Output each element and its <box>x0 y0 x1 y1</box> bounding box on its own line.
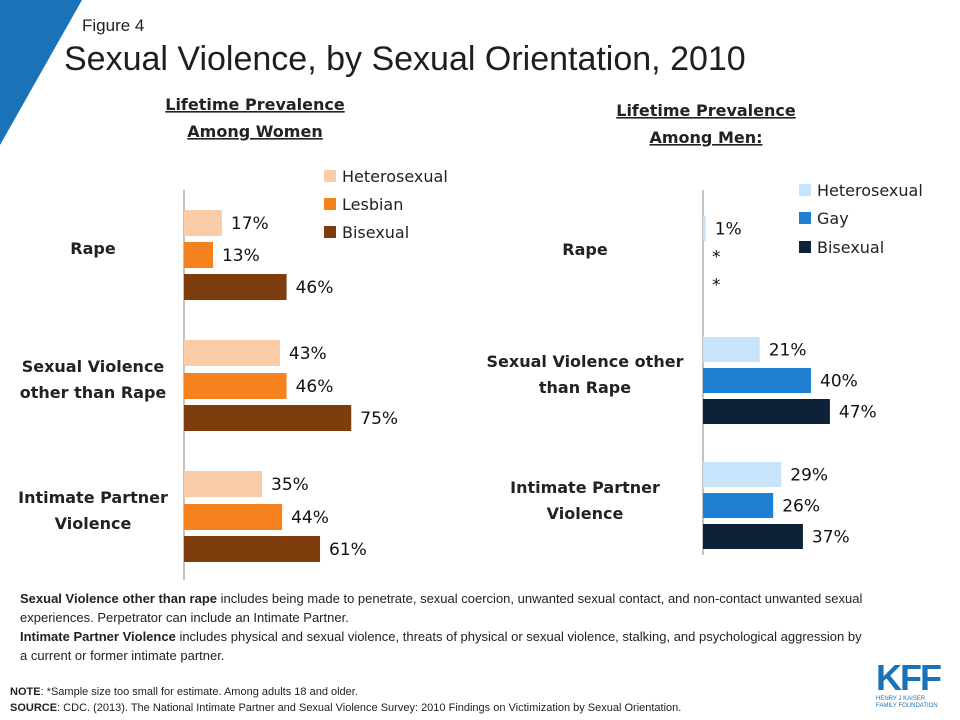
women-bar-lesbian <box>184 504 283 530</box>
women-bar-heterosexual <box>184 471 263 497</box>
notes: NOTE: *Sample size too small for estimat… <box>10 684 870 716</box>
women-bar-bisexual <box>184 405 352 431</box>
kff-logo-line2: FAMILY FOUNDATION <box>876 703 938 709</box>
men-category-label: than Rape <box>539 378 631 397</box>
men-bar-heterosexual <box>703 337 760 362</box>
men-subtitle-line: Among Men: <box>649 128 762 147</box>
women-legend-label: Lesbian <box>342 195 403 214</box>
men-bar-heterosexual <box>703 216 706 241</box>
women-category-label: Intimate Partner <box>18 488 168 507</box>
men-legend-label: Gay <box>817 209 849 228</box>
women-category-label: Violence <box>55 514 132 533</box>
men-legend-swatch <box>799 212 811 224</box>
men-bar-gay <box>703 368 811 393</box>
women-bar-bisexual <box>184 274 287 300</box>
women-data-label: 75% <box>360 409 398 429</box>
men-data-label: 37% <box>812 528 850 548</box>
women-legend-swatch <box>324 170 336 182</box>
women-data-label: 17% <box>231 214 269 234</box>
men-data-label: 1% <box>715 220 742 240</box>
women-data-label: 46% <box>296 278 334 298</box>
figure-label: Figure 4 <box>82 16 145 35</box>
women-data-label: 46% <box>296 377 334 397</box>
men-data-label: * <box>712 276 721 296</box>
corner-triangle <box>0 0 82 145</box>
men-bar-bisexual <box>703 399 830 424</box>
men-bar-bisexual <box>703 524 803 549</box>
men-legend-swatch <box>799 184 811 196</box>
men-category-label: Rape <box>562 240 608 259</box>
women-data-label: 35% <box>271 475 309 495</box>
source-text: : CDC. (2013). The National Intimate Par… <box>57 702 682 714</box>
definition-term: Intimate Partner Violence <box>20 629 176 644</box>
women-bar-lesbian <box>184 242 213 268</box>
note-label: NOTE <box>10 686 41 698</box>
women-legend-swatch <box>324 198 336 210</box>
definition-ipv: Intimate Partner Violence includes physi… <box>20 627 870 665</box>
source-label: SOURCE <box>10 702 58 714</box>
men-legend-label: Bisexual <box>817 238 884 257</box>
kff-logo-mark: KFF <box>876 657 942 698</box>
source-line: SOURCE: CDC. (2013). The National Intima… <box>10 700 870 716</box>
definition-text: includes being made to penetrate, sexual… <box>20 591 863 625</box>
chart-title: Sexual Violence, by Sexual Orientation, … <box>64 40 746 78</box>
women-category-label: Rape <box>70 239 116 258</box>
men-data-label: 47% <box>839 403 877 423</box>
definition-term: Sexual Violence other than rape <box>20 591 217 606</box>
definition-text: includes physical and sexual violence, t… <box>20 629 862 663</box>
definition-sexual-violence: Sexual Violence other than rape includes… <box>20 589 870 627</box>
women-category-label: other than Rape <box>20 383 167 402</box>
women-data-label: 61% <box>329 540 367 560</box>
men-bar-gay <box>703 493 774 518</box>
men-data-label: 26% <box>782 497 820 517</box>
men-category-label: Intimate Partner <box>510 478 660 497</box>
men-legend-label: Heterosexual <box>817 181 923 200</box>
kff-logo-line1: HENRY J KAISER <box>876 696 926 702</box>
women-subtitle-line: Lifetime Prevalence <box>165 95 345 114</box>
women-bar-heterosexual <box>184 340 280 366</box>
women-bar-bisexual <box>184 536 321 562</box>
charts-canvas: Lifetime Prevalence Among Women Rape Sexual… <box>18 95 923 580</box>
men-data-label: 40% <box>820 372 858 392</box>
note-text: : *Sample size too small for estimate. A… <box>40 686 358 698</box>
men-data-label: * <box>712 248 721 268</box>
women-category-label: Sexual Violence <box>22 357 165 376</box>
men-data-label: 21% <box>769 341 807 361</box>
women-bar-heterosexual <box>184 210 222 236</box>
kff-logo: KFF HENRY J KAISER FAMILY FOUNDATION <box>876 660 948 710</box>
men-subtitle-line: Lifetime Prevalence <box>616 101 796 120</box>
women-data-label: 13% <box>222 246 260 266</box>
women-data-label: 43% <box>289 344 327 364</box>
women-legend-label: Bisexual <box>342 223 409 242</box>
women-subtitle-line: Among Women <box>187 122 322 141</box>
men-data-label: 29% <box>790 466 828 486</box>
women-legend-swatch <box>324 226 336 238</box>
note-line: NOTE: *Sample size too small for estimat… <box>10 684 870 700</box>
men-category-label: Sexual Violence other <box>487 352 684 371</box>
women-data-label: 44% <box>291 508 329 528</box>
men-category-label: Violence <box>547 504 624 523</box>
women-legend-label: Heterosexual <box>342 167 448 186</box>
men-legend-swatch <box>799 241 811 253</box>
definitions: Sexual Violence other than rape includes… <box>20 589 870 665</box>
corner-accent <box>0 0 82 145</box>
men-bar-heterosexual <box>703 462 782 487</box>
women-bar-lesbian <box>184 373 287 399</box>
